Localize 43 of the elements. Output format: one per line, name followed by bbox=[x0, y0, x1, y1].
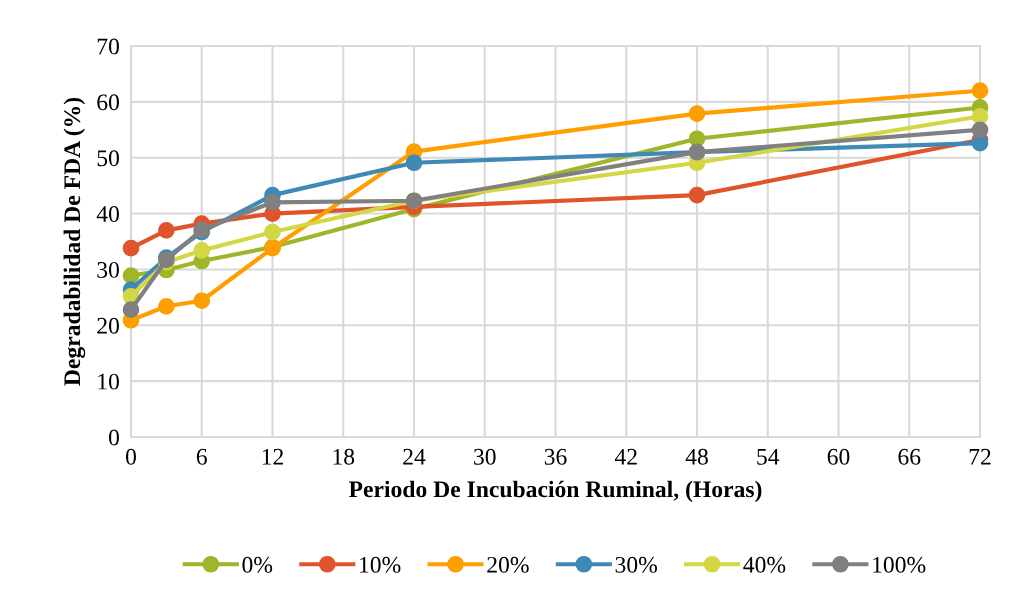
y-tick-label: 40 bbox=[96, 206, 119, 222]
x-tick-label: 66 bbox=[898, 448, 921, 465]
x-tick-label: 18 bbox=[333, 448, 355, 465]
point bbox=[688, 186, 706, 204]
legend-label: 40% bbox=[743, 556, 786, 573]
x-tick-label: 36 bbox=[544, 448, 567, 465]
x-tick-label: 60 bbox=[827, 448, 850, 465]
x-tick-label: 24 bbox=[403, 448, 426, 465]
x-tick-label: 72 bbox=[969, 448, 991, 465]
y-tick-label: 10 bbox=[98, 373, 119, 390]
y-tick-label: 30 bbox=[97, 261, 119, 278]
y-tick-label: 0 bbox=[108, 429, 119, 446]
point bbox=[971, 121, 989, 139]
x-tick-label: 0 bbox=[126, 448, 136, 465]
point bbox=[122, 267, 140, 284]
legend-label: 100% bbox=[873, 556, 926, 573]
point bbox=[158, 297, 175, 315]
legend-label: 10% bbox=[360, 556, 401, 573]
legend-label: 30% bbox=[615, 556, 657, 573]
point bbox=[193, 292, 211, 310]
y-tick-label: 60 bbox=[97, 94, 119, 111]
point bbox=[688, 105, 706, 122]
point bbox=[971, 82, 989, 100]
point bbox=[405, 154, 423, 172]
legend-label: 20% bbox=[487, 556, 529, 573]
point bbox=[158, 221, 175, 239]
x-tick-label: 30 bbox=[474, 448, 496, 465]
point bbox=[264, 194, 281, 211]
point bbox=[122, 239, 140, 257]
y-tick-label: 70 bbox=[97, 38, 119, 55]
point bbox=[122, 301, 140, 318]
point bbox=[193, 242, 211, 259]
y-axis-title: Degradabilidad De FDA (%) bbox=[63, 97, 86, 386]
x-axis-title: Periodo De Incubación Ruminal, (Horas) bbox=[348, 480, 762, 503]
legend-label: 0% bbox=[242, 556, 273, 573]
x-tick-label: 48 bbox=[685, 448, 708, 465]
y-tick-label: 20 bbox=[97, 317, 119, 334]
x-tick-label: 6 bbox=[196, 448, 207, 465]
point bbox=[264, 223, 281, 241]
x-tick-label: 54 bbox=[757, 448, 780, 465]
x-tick-label: 12 bbox=[262, 448, 283, 465]
y-tick-label: 50 bbox=[97, 150, 119, 167]
x-tick-label: 42 bbox=[614, 448, 637, 465]
